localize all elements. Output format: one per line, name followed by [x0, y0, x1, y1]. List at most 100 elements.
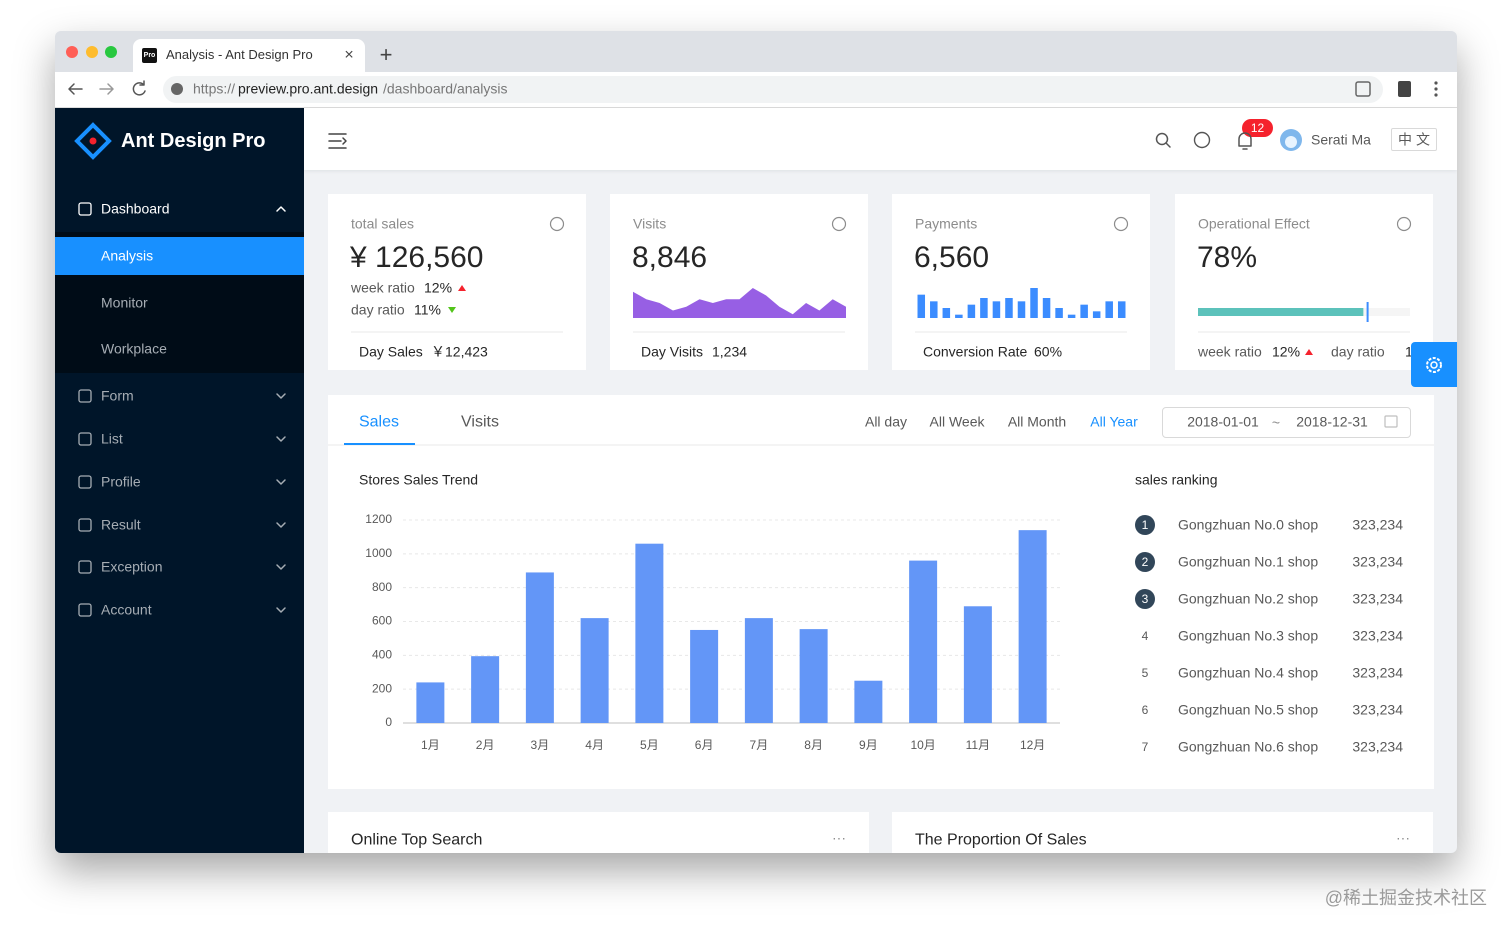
payment-bar: [1005, 298, 1013, 318]
footer-label: Day Visits: [641, 343, 703, 360]
menu-item[interactable]: List: [101, 430, 123, 447]
rank-badge: [1135, 626, 1155, 646]
progress-bar: [1198, 308, 1364, 316]
payment-bar: [917, 294, 926, 318]
bottom-card-title: Online Top Search: [351, 831, 483, 849]
reload-icon: [132, 80, 146, 96]
rank-badge: [1135, 552, 1155, 572]
favicon: [142, 48, 157, 63]
payment-bar: [955, 314, 963, 318]
window-control[interactable]: [86, 46, 98, 58]
payment-bar: [1067, 314, 1076, 318]
card-title: Operational Effect: [1198, 215, 1310, 232]
watermark: @稀土掘金技术社区: [1324, 888, 1487, 908]
lang: 中 文: [1398, 131, 1430, 148]
rank-number: 7: [1142, 740, 1149, 754]
menu-item[interactable]: Account: [101, 601, 152, 618]
favicon-text: Pro: [143, 51, 156, 59]
settings-button[interactable]: [1411, 342, 1457, 387]
rank-number: 5: [1142, 666, 1149, 680]
avatar-face: [1285, 136, 1297, 148]
help-icon: [1193, 131, 1211, 149]
translate-icon: [1355, 81, 1371, 97]
rank-number: 4: [1142, 629, 1149, 643]
menu-arrow: [276, 479, 286, 485]
x-tick-label: 11月: [966, 738, 990, 752]
menu-item[interactable]: Profile: [101, 473, 141, 490]
payment-bar: [930, 301, 938, 318]
bell-icon: [1238, 132, 1252, 150]
stat-card: [610, 194, 868, 370]
new-tab[interactable]: +: [379, 41, 393, 67]
payment-bar: [967, 304, 976, 318]
tab[interactable]: [133, 39, 365, 72]
tab-ink: [344, 443, 415, 445]
footer-value: ￥12,423: [431, 343, 488, 360]
submenu-item[interactable]: Analysis: [101, 247, 154, 264]
date-picker[interactable]: [1162, 407, 1411, 438]
range-option[interactable]: All Year: [1090, 413, 1138, 430]
menu-item[interactable]: Result: [101, 516, 141, 533]
bar: [471, 656, 500, 723]
y-tick-label: 0: [385, 715, 392, 729]
menu-item[interactable]: Dashboard: [101, 200, 170, 217]
lang-box[interactable]: [1391, 128, 1437, 151]
tab[interactable]: Sales: [358, 413, 400, 431]
shop-name: Gongzhuan No.2 shop: [1178, 590, 1319, 607]
x-tick-label: 4月: [585, 738, 604, 752]
logo-icon: [74, 122, 112, 160]
shop-value: 323,234: [1352, 627, 1403, 644]
trend-arrow: [1305, 349, 1313, 355]
bottom-card-more[interactable]: ···: [1396, 829, 1410, 846]
payment-bar: [1042, 298, 1051, 318]
bottom-card-more[interactable]: ···: [832, 829, 846, 846]
bar: [963, 606, 992, 723]
bottom-card: [892, 812, 1433, 853]
visits-area: [633, 288, 846, 318]
badge[interactable]: [1242, 119, 1273, 137]
y-tick-label: 400: [372, 648, 392, 662]
window-control[interactable]: [66, 46, 78, 58]
omnibox: [163, 76, 1383, 103]
card-title: Payments: [915, 215, 978, 232]
payment-bar: [1055, 308, 1063, 318]
range-option[interactable]: All Month: [1007, 413, 1067, 430]
menu-arrow: [276, 564, 286, 570]
range-option[interactable]: All day: [864, 413, 908, 430]
footer-value: 60%: [1034, 343, 1063, 360]
stat-card: [892, 194, 1150, 370]
footer-label: Day Sales: [359, 343, 423, 360]
info-icon: [549, 216, 565, 232]
url-path: /dashboard/analysis: [383, 80, 508, 97]
trend-value: 12%: [424, 279, 453, 296]
window-control[interactable]: [105, 46, 117, 58]
menu-icon: [78, 202, 92, 216]
card-value: ¥ 126,560: [350, 241, 484, 274]
payment-bar: [1105, 301, 1113, 318]
submenu-item[interactable]: Monitor: [101, 294, 148, 311]
bottom-card: [328, 812, 869, 853]
rank-number: 1: [1142, 518, 1149, 532]
user-name[interactable]: Serati Ma: [1311, 131, 1371, 148]
trend-arrow: [458, 285, 466, 291]
menu-icon: [78, 603, 92, 617]
menu-icon: [78, 432, 92, 446]
trend-label: week ratio: [1198, 343, 1262, 360]
menu-item[interactable]: Form: [101, 387, 134, 404]
rank-number: 2: [1142, 555, 1149, 569]
forward-icon: [99, 83, 114, 95]
x-tick-label: 12月: [1020, 738, 1045, 752]
shop-value: 323,234: [1352, 553, 1403, 570]
tab[interactable]: Visits: [461, 413, 499, 431]
gear: [1426, 357, 1442, 373]
bar: [1018, 530, 1047, 723]
x-tick-label: 7月: [750, 738, 769, 752]
bar: [416, 682, 445, 723]
range-option[interactable]: All Week: [929, 413, 985, 430]
submenu-item[interactable]: Workplace: [101, 340, 167, 357]
menu-item[interactable]: Exception: [101, 558, 163, 575]
payment-bar: [1117, 301, 1126, 318]
tab-close[interactable]: ×: [344, 46, 354, 64]
bar: [525, 572, 554, 723]
